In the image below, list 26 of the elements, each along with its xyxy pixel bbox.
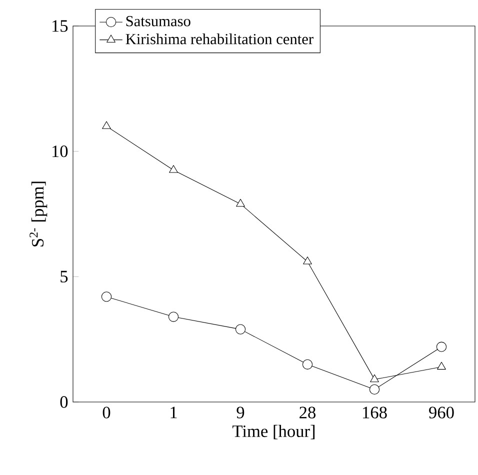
point <box>437 362 446 370</box>
point <box>101 292 112 302</box>
point <box>369 384 380 395</box>
x-tick-label: 168 <box>363 406 387 418</box>
point <box>303 256 312 264</box>
point <box>169 165 178 173</box>
y-tick-label: 5 <box>60 270 68 282</box>
point <box>436 342 447 352</box>
x-tick-label: 1 <box>170 406 177 418</box>
x-tick-label: 28 <box>300 406 316 418</box>
y-tick-label: 0 <box>60 396 68 408</box>
point <box>168 312 179 322</box>
x-tick-label: 9 <box>236 406 244 418</box>
point <box>102 121 111 129</box>
y-axis-title: S$^{2-}$ [ppm] <box>30 182 48 246</box>
x-axis-title: Time [hour] <box>232 424 315 440</box>
y-tick-label: 15 <box>52 20 68 32</box>
y-tick-label: 10 <box>52 145 68 158</box>
x-tick-label: 0 <box>102 406 110 418</box>
point <box>235 324 246 334</box>
point <box>302 359 313 370</box>
legend-label: Satsumaso <box>126 16 190 26</box>
x-tick-label: 960 <box>429 406 454 418</box>
point <box>236 198 245 207</box>
legend-label: Kirishima rehabilitation center <box>126 33 314 44</box>
point <box>370 374 379 382</box>
